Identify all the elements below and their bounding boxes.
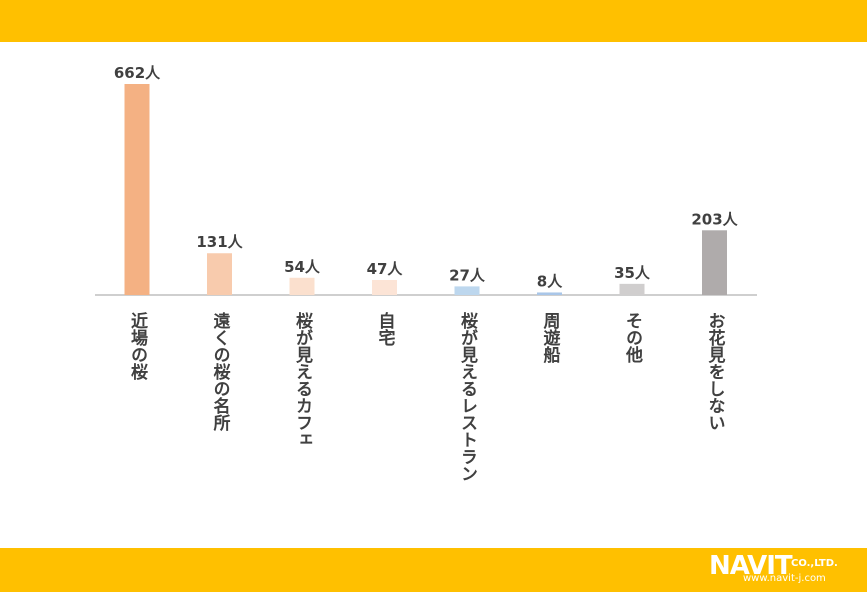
footer-band (0, 548, 867, 592)
data-label-5: 27人 (449, 266, 486, 284)
category-label-8: お花見をしない (705, 312, 727, 431)
company-logo: NAVIT CO.,LTD. www.navit-j.com (709, 551, 857, 589)
category-label-5: 桜が見えるレストラン (457, 311, 479, 482)
category-label-2: 遠くの桜の名所 (210, 312, 231, 432)
category-label-7: その他 (622, 312, 644, 363)
data-label-7: 35人 (614, 264, 651, 282)
data-label-2: 131人 (196, 233, 243, 251)
logo-wordmark: NAVIT (709, 551, 793, 581)
bar-1 (124, 84, 150, 295)
logo-suffix: CO.,LTD. (791, 558, 838, 569)
data-label-6: 8人 (537, 272, 563, 290)
bar-4 (372, 280, 397, 295)
category-label-6: 周遊船 (540, 312, 561, 364)
bar-7 (619, 283, 645, 295)
bar-2 (207, 253, 232, 295)
logo-url: www.navit-j.com (743, 573, 826, 584)
bar-6 (537, 292, 562, 295)
bar-5 (454, 286, 480, 295)
category-label-1: 近場の桜 (127, 311, 148, 381)
data-label-4: 47人 (367, 260, 404, 278)
bar-8 (702, 230, 727, 295)
category-label-3: 桜が見えるカフェ (292, 311, 314, 448)
category-label-4: 自宅 (375, 311, 396, 346)
header-band (0, 0, 867, 42)
data-label-8: 203人 (691, 210, 738, 228)
data-label-3: 54人 (284, 258, 321, 276)
data-label-1: 662人 (114, 64, 161, 82)
bar-3 (289, 277, 315, 295)
